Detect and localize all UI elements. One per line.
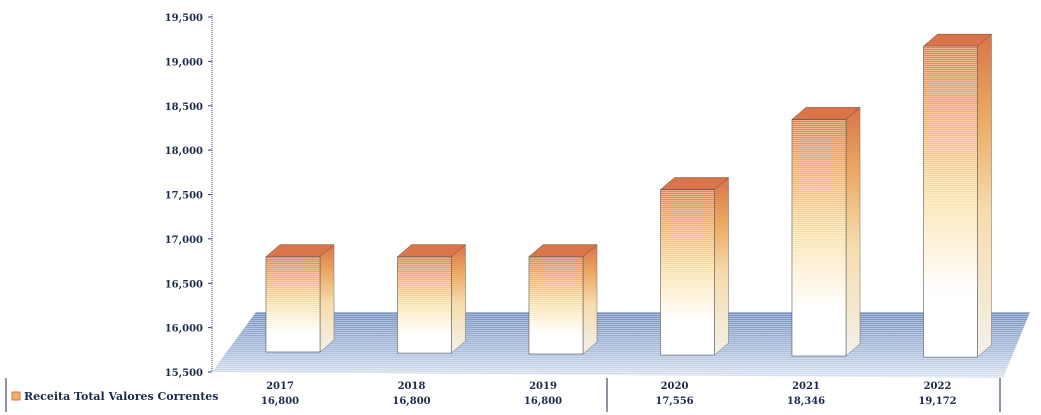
category-label: 2019 — [529, 381, 557, 392]
bar-side — [845, 106, 861, 357]
category-label: 2021 — [792, 381, 820, 392]
bar-hatch — [266, 256, 320, 352]
category-label: 2018 — [398, 381, 426, 392]
bar-2018 — [396, 244, 467, 354]
value-label: 18,346 — [787, 396, 825, 407]
y-tick-label: 16,500 — [165, 279, 203, 290]
bar-side — [714, 176, 729, 356]
y-tick-label: 17,500 — [165, 191, 203, 202]
value-label: 17,556 — [655, 396, 693, 407]
category-label: 2020 — [661, 381, 689, 392]
value-label: 19,172 — [918, 396, 956, 407]
bar-2019 — [528, 244, 598, 355]
bar-2020 — [659, 176, 730, 356]
y-tick-label: 15,500 — [165, 368, 203, 379]
y-tick-label: 16,000 — [165, 324, 203, 335]
category-label: 2022 — [924, 381, 952, 392]
bar-side — [451, 244, 466, 354]
legend-swatch — [11, 391, 21, 401]
bar-hatch — [792, 119, 846, 356]
y-tick-label: 19,500 — [165, 13, 203, 24]
bars-group — [265, 33, 993, 358]
bar-2022 — [922, 33, 993, 358]
y-tick-label: 18,500 — [165, 102, 203, 113]
y-tick-label: 17,000 — [165, 235, 203, 246]
y-tick-label: 18,000 — [165, 146, 203, 157]
bar-side — [319, 244, 335, 353]
y-axis-ticks: 15,500 16,000 16,500 17,000 17,500 18,000 18,5… — [165, 13, 212, 379]
bar-hatch — [923, 46, 978, 358]
bar-hatch — [660, 189, 715, 355]
bar-side — [977, 33, 992, 358]
bar-2021 — [791, 106, 861, 357]
value-label: 16,800 — [261, 396, 299, 407]
bar-side — [582, 244, 598, 355]
bar-2017 — [265, 244, 335, 353]
bar-hatch — [397, 256, 452, 353]
category-label: 2017 — [266, 381, 294, 392]
bar-hatch — [529, 256, 583, 354]
legend-label: Receita Total Valores Correntes — [24, 390, 218, 403]
chart-floor-hatch — [212, 312, 1030, 378]
value-label: 16,800 — [524, 396, 562, 407]
data-table: 2017 16,800 2018 16,800 2019 16,800 2020 17,556… — [261, 381, 957, 407]
y-tick-label: 19,000 — [165, 57, 203, 68]
value-label: 16,800 — [392, 396, 430, 407]
